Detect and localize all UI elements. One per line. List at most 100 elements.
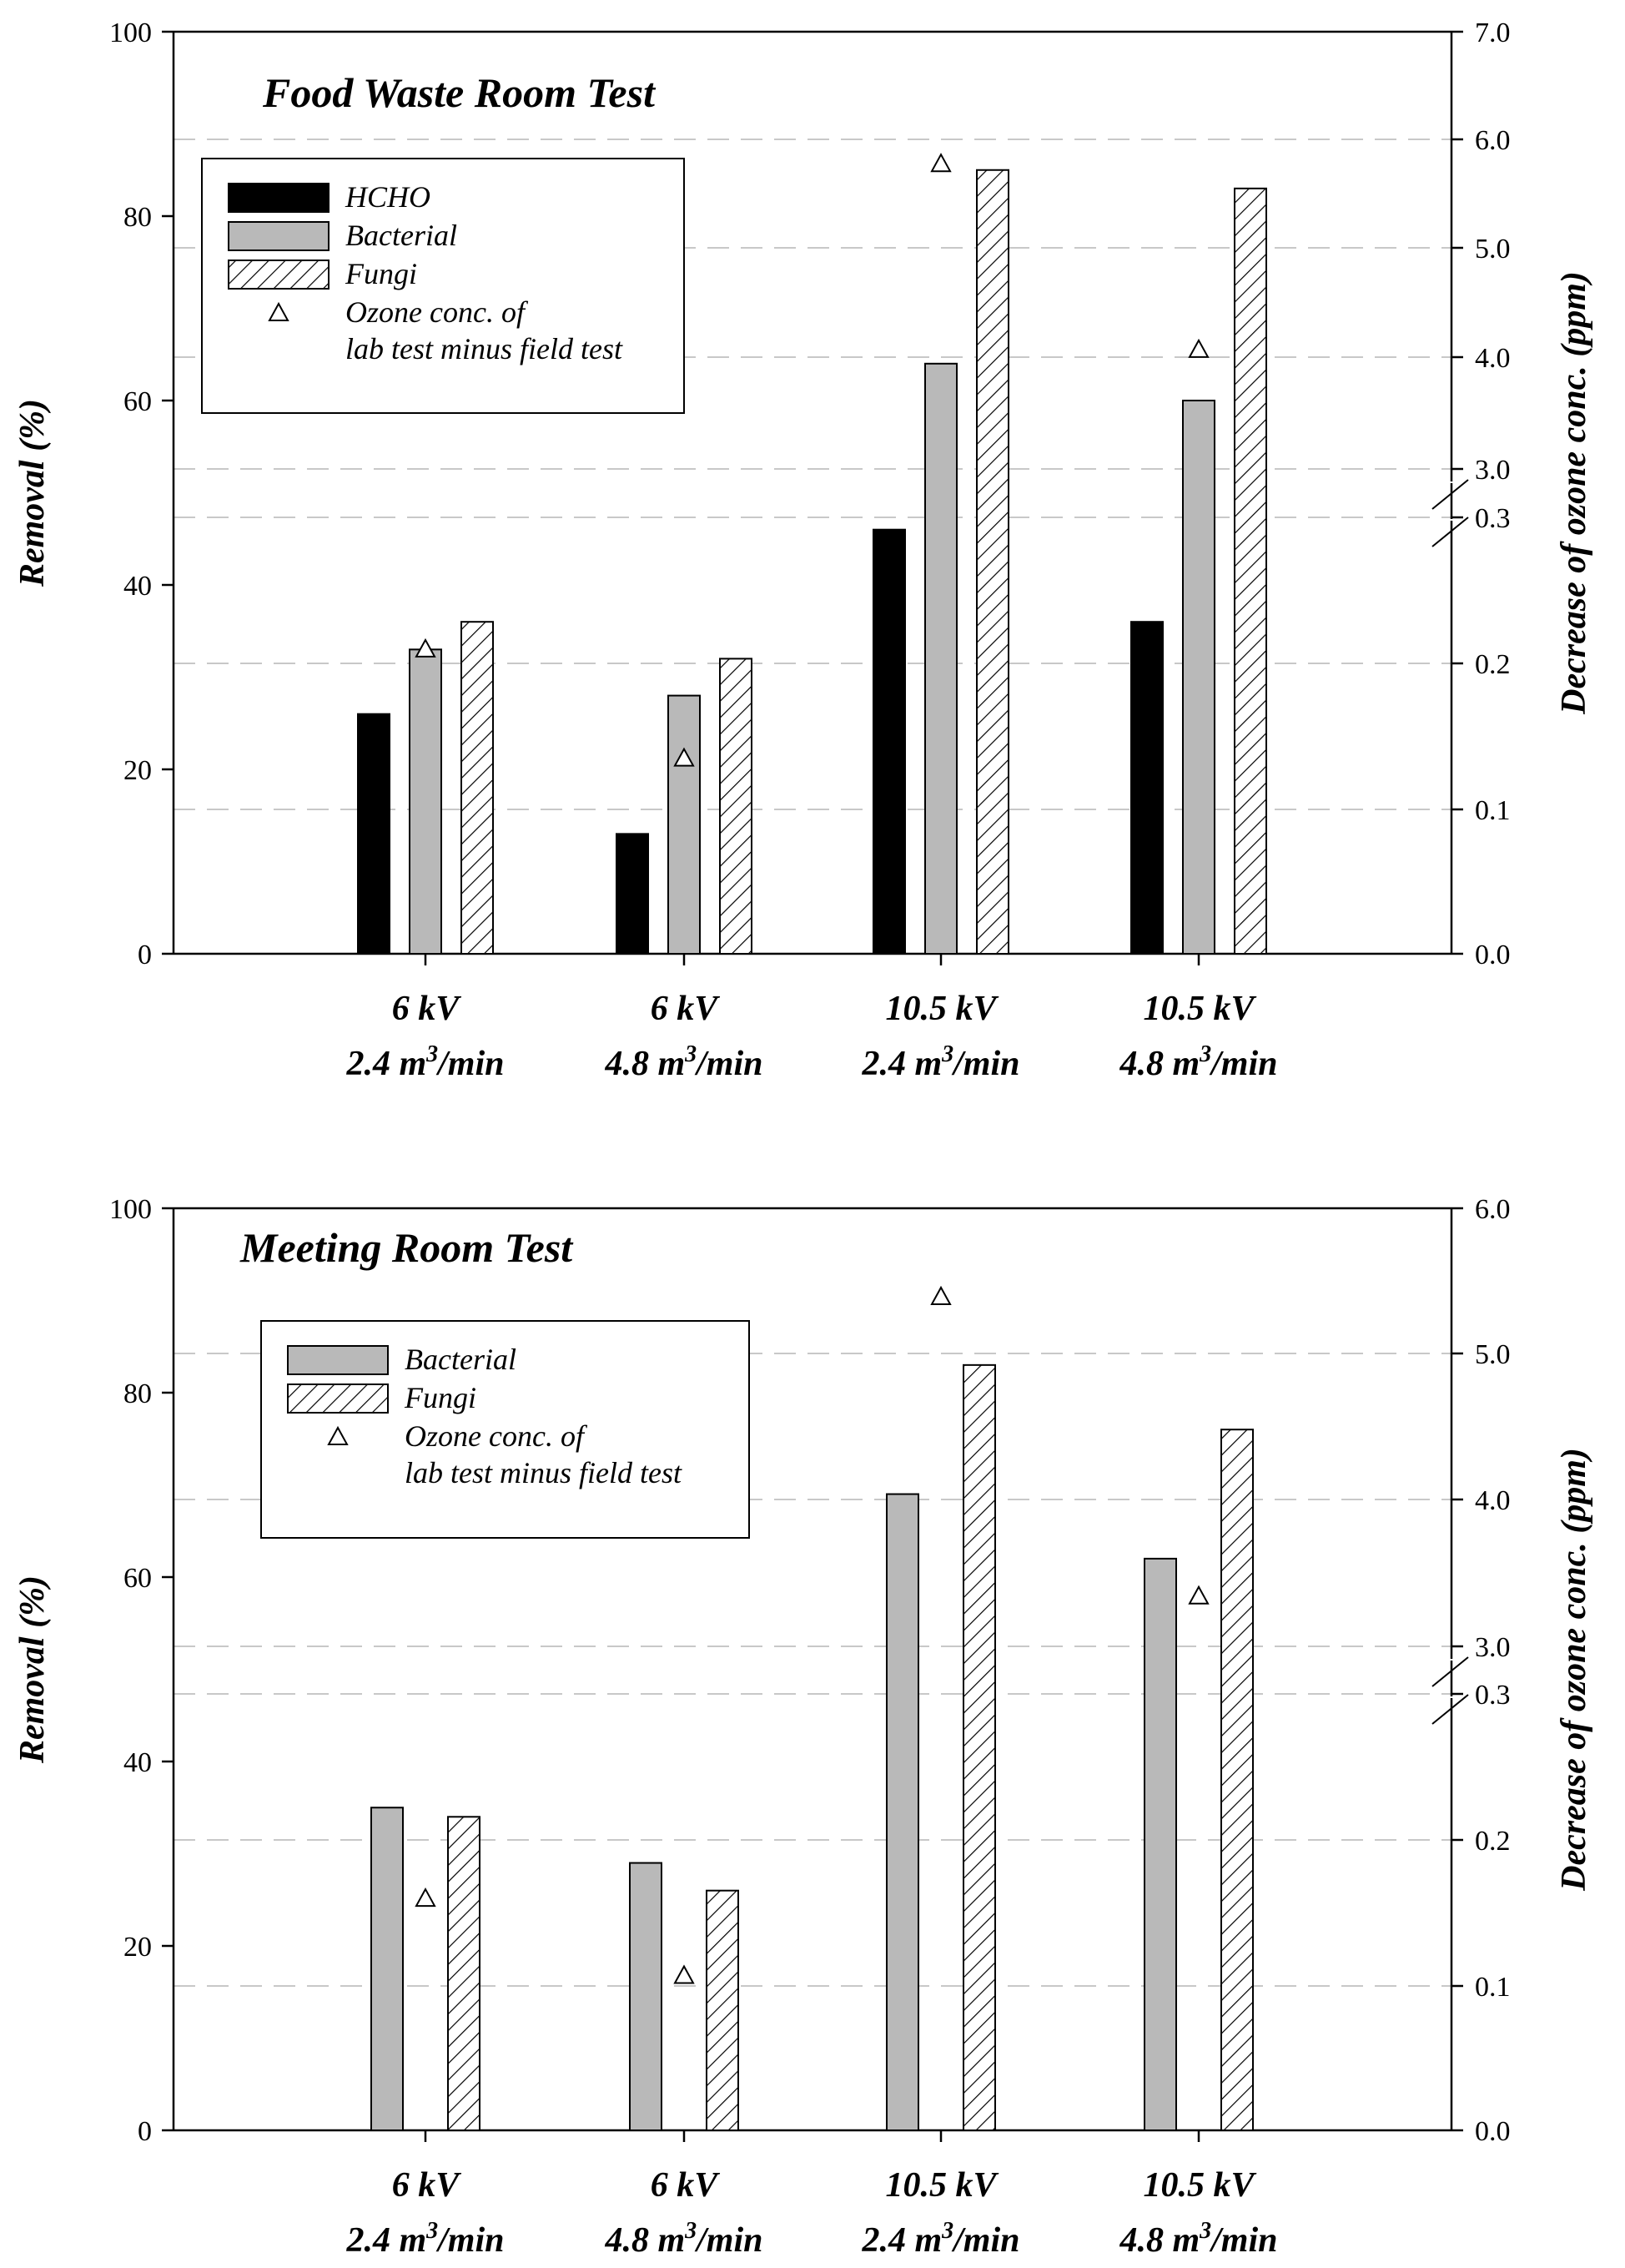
y2-tick-label: 3.0 [1475,1632,1511,1663]
bar-gray [370,1807,404,2131]
x-category-flow-label: 2.4 m3/min [861,1041,1019,1083]
x-category-flow-label: 4.8 m3/min [1119,2218,1277,2260]
bar-black [357,713,390,955]
flow-exponent: 3 [941,1041,953,1067]
y2-tick-label: 4.0 [1475,1485,1511,1516]
axis-break-mark [1431,479,1469,510]
x-category-label: 6 kV [651,990,721,1028]
bar-gray [886,1493,919,2132]
ozone-marker [673,747,695,767]
flow-unit: /min [1209,2221,1277,2260]
flow-unit: /min [435,1045,504,1083]
x-category-label: 6 kV [392,2166,462,2205]
flow-exponent: 3 [684,1041,697,1067]
y-tick-label: 0 [138,2116,152,2147]
y2-axis-title: Decrease of ozone conc. (ppm) [1555,1448,1593,1892]
y-tick-label: 0 [138,940,152,970]
y-tick-label: 40 [123,571,152,602]
y2-tick-label: 0.2 [1475,649,1511,680]
flow-value: 2.4 m [345,2221,426,2260]
bar-gray [667,694,701,955]
flow-unit: /min [951,2221,1019,2260]
bar-hatch [719,658,752,955]
y-tick-label: 20 [123,1932,152,1963]
ozone-marker [673,1964,695,1984]
chart-title: Food Waste Room Test [262,69,657,116]
y-tick-label: 20 [123,755,152,786]
x-category-label: 10.5 kV [1143,990,1256,1028]
bar-gray [409,648,442,955]
x-category-flow-label: 4.8 m3/min [604,2218,762,2260]
flow-value: 4.8 m [1119,2221,1200,2260]
legend-label: Ozone conc. of [405,1419,588,1453]
bar-gray [1144,1557,1177,2131]
legend-swatch-hatch [228,260,330,290]
bar-hatch [1220,1429,1254,2131]
bar-hatch [963,1363,996,2131]
bar-black [873,528,906,955]
bar-black [1130,621,1164,955]
legend-label: HCHO [345,180,430,214]
legend-ozone-marker [327,1425,349,1445]
x-category-flow-label: 4.8 m3/min [1119,1041,1277,1083]
y2-tick-label: 0.1 [1475,1972,1511,2003]
legend-label: Fungi [404,1381,476,1414]
chart-title: Meeting Room Test [239,1224,574,1271]
y2-tick-label: 0.2 [1475,1826,1511,1857]
ozone-marker [930,1285,952,1305]
legend-label: Fungi [345,257,417,290]
flow-unit: /min [951,1045,1019,1083]
y-tick-label: 60 [123,1563,152,1594]
y-tick-label: 40 [123,1747,152,1778]
flow-exponent: 3 [425,1041,438,1067]
axis-break-gap [1448,1659,1455,1661]
y2-axis-title: Decrease of ozone conc. (ppm) [1555,271,1593,715]
y2-tick-label: 0.3 [1475,503,1511,534]
legend-swatch-gray [228,221,330,251]
x-category-label: 10.5 kV [885,2166,999,2205]
flow-unit: /min [435,2221,504,2260]
flow-value: 2.4 m [861,2221,942,2260]
y2-tick-label: 6.0 [1475,125,1511,156]
axis-break-gap [1448,1696,1455,1698]
flow-unit: /min [694,2221,762,2260]
y2-tick-label: 5.0 [1475,234,1511,265]
flow-value: 2.4 m [861,1045,942,1083]
flow-value: 4.8 m [604,1045,685,1083]
chart-panel-food-waste: 0 20 40 60 80 100 0.0 0.1 0.2 0.3 3.0 4.0 5.0 6.0 7.0 6… [13,18,1593,1083]
flow-exponent: 3 [1199,1041,1211,1067]
bar-gray [1182,400,1215,955]
legend-swatch-hatch [287,1383,389,1414]
legend-label: Ozone conc. of [345,295,529,329]
axis-break-mark [1431,517,1469,547]
y2-tick-label: 7.0 [1475,18,1511,48]
y-tick-label: 80 [123,202,152,233]
x-category-flow-label: 2.4 m3/min [861,2218,1019,2260]
x-category-label: 10.5 kV [1143,2166,1256,2205]
ozone-marker [930,153,952,173]
bar-gray [629,1862,662,2132]
y-tick-label: 80 [123,1378,152,1409]
bar-hatch [460,621,494,955]
y2-tick-label: 0.0 [1475,2116,1511,2147]
flow-exponent: 3 [425,2218,438,2244]
y2-tick-label: 0.3 [1475,1680,1511,1711]
legend-label: lab test minus field test [345,332,623,365]
bar-hatch [447,1816,480,2132]
flow-value: 4.8 m [604,2221,685,2260]
ozone-marker [1188,338,1210,358]
bar-gray [924,362,958,955]
x-category-label: 6 kV [392,990,462,1028]
y2-tick-label: 4.0 [1475,343,1511,374]
ozone-marker [415,1887,436,1908]
flow-exponent: 3 [684,2218,697,2244]
flow-exponent: 3 [941,2218,953,2244]
y-tick-label: 60 [123,386,152,417]
axis-break-mark [1431,1656,1469,1687]
y2-tick-label: 0.1 [1475,795,1511,826]
x-category-flow-label: 2.4 m3/min [345,1041,504,1083]
x-category-flow-label: 2.4 m3/min [345,2218,504,2260]
legend-swatch-gray [287,1345,389,1375]
flow-exponent: 3 [1199,2218,1211,2244]
